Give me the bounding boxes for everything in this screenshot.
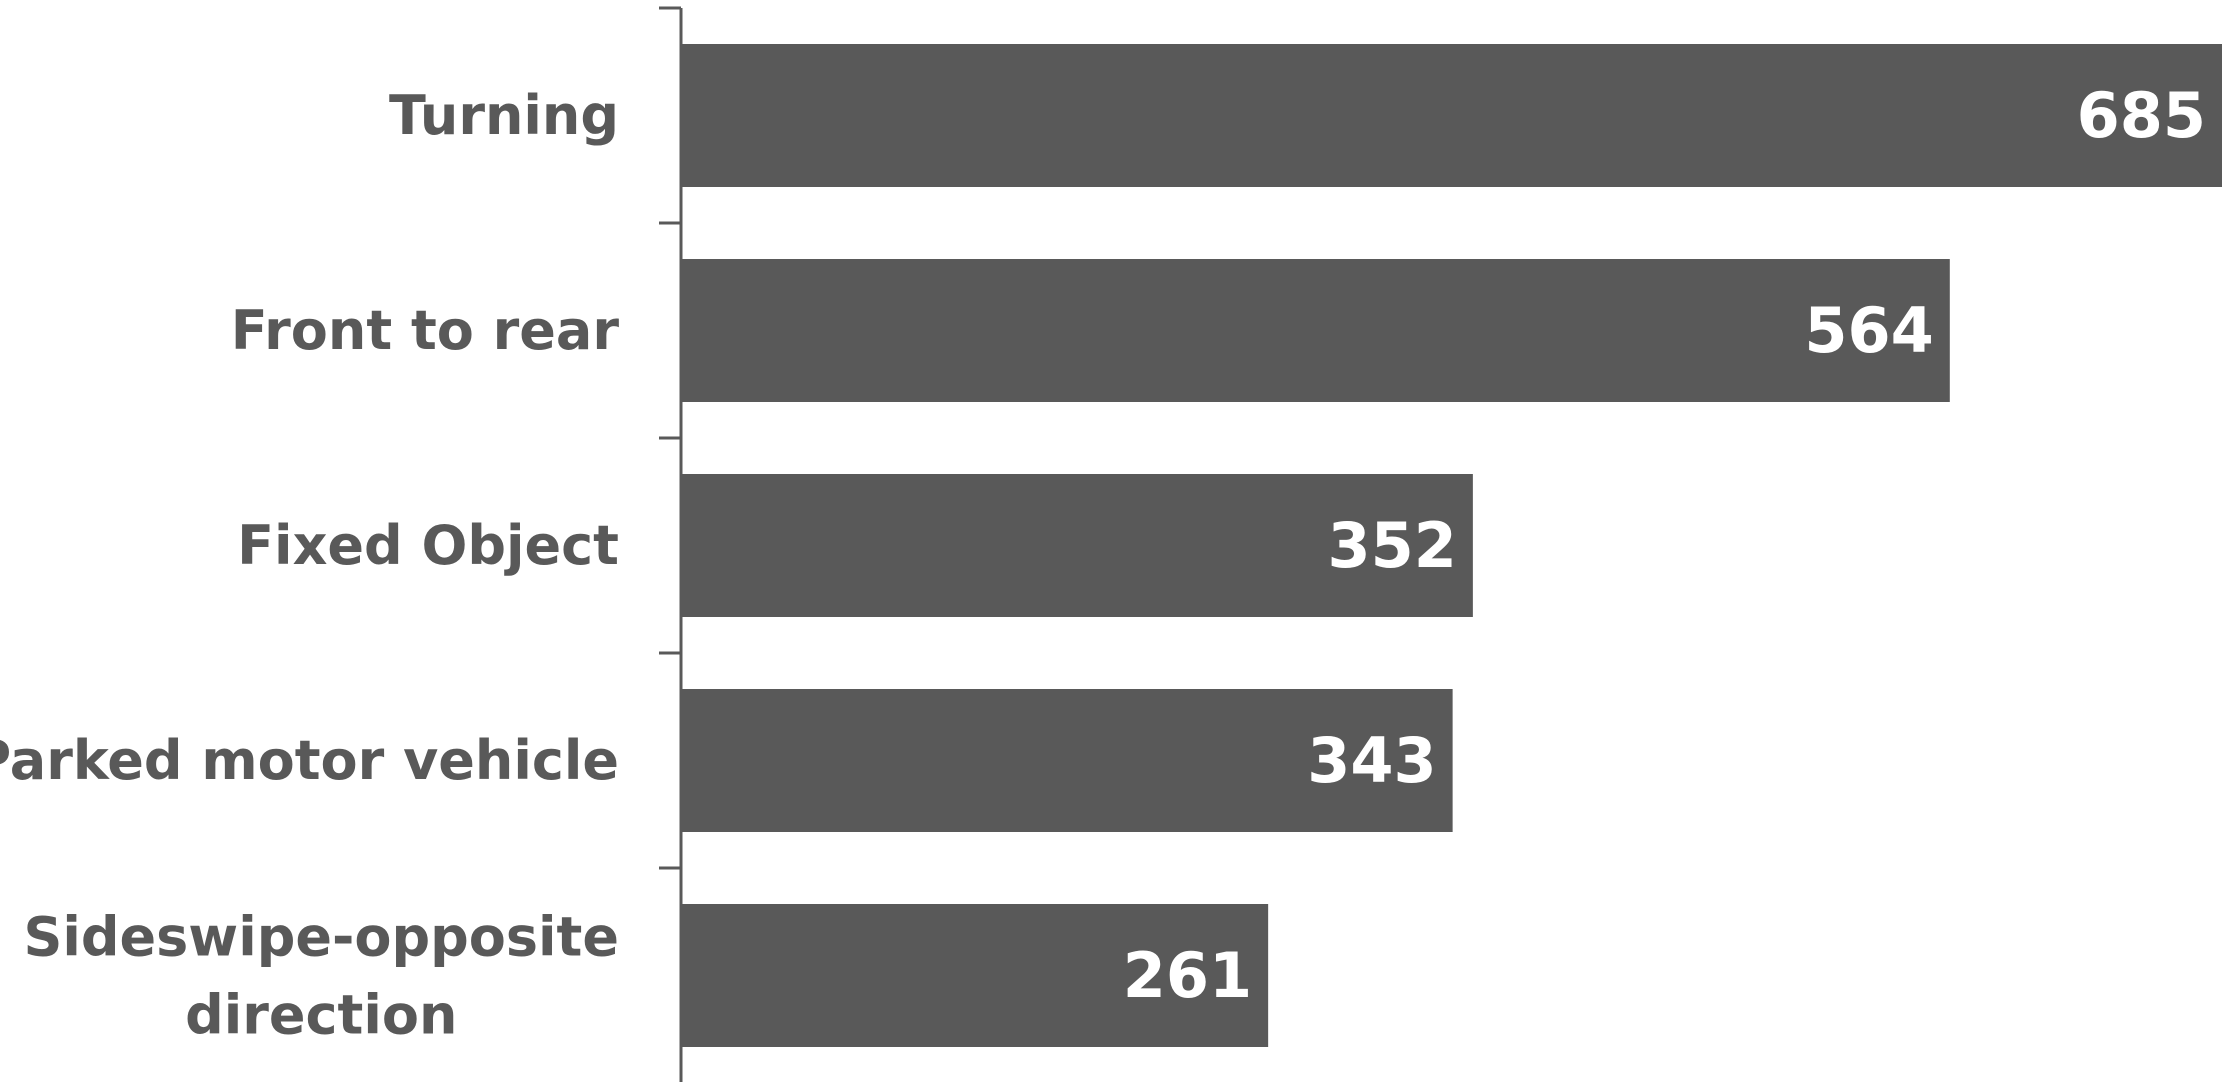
category-labels: Turning Front to rear Fixed Object Parked m… — [0, 84, 619, 1046]
value-label-4: 261 — [1123, 939, 1252, 1012]
value-label-0: 685 — [2077, 79, 2206, 152]
value-label-1: 564 — [1804, 294, 1933, 367]
category-label-1: Front to rear — [231, 299, 620, 362]
category-label-0: Turning — [389, 84, 619, 147]
category-label-2: Fixed Object — [237, 514, 619, 577]
y-axis — [659, 8, 681, 1082]
bar-1 — [681, 259, 1950, 402]
value-label-3: 343 — [1307, 724, 1436, 797]
value-label-2: 352 — [1327, 509, 1456, 582]
category-label-4: Sideswipe-opposite direction — [23, 905, 619, 1046]
category-label-3: Parked motor vehicle — [0, 729, 619, 792]
bar-0 — [681, 44, 2222, 187]
